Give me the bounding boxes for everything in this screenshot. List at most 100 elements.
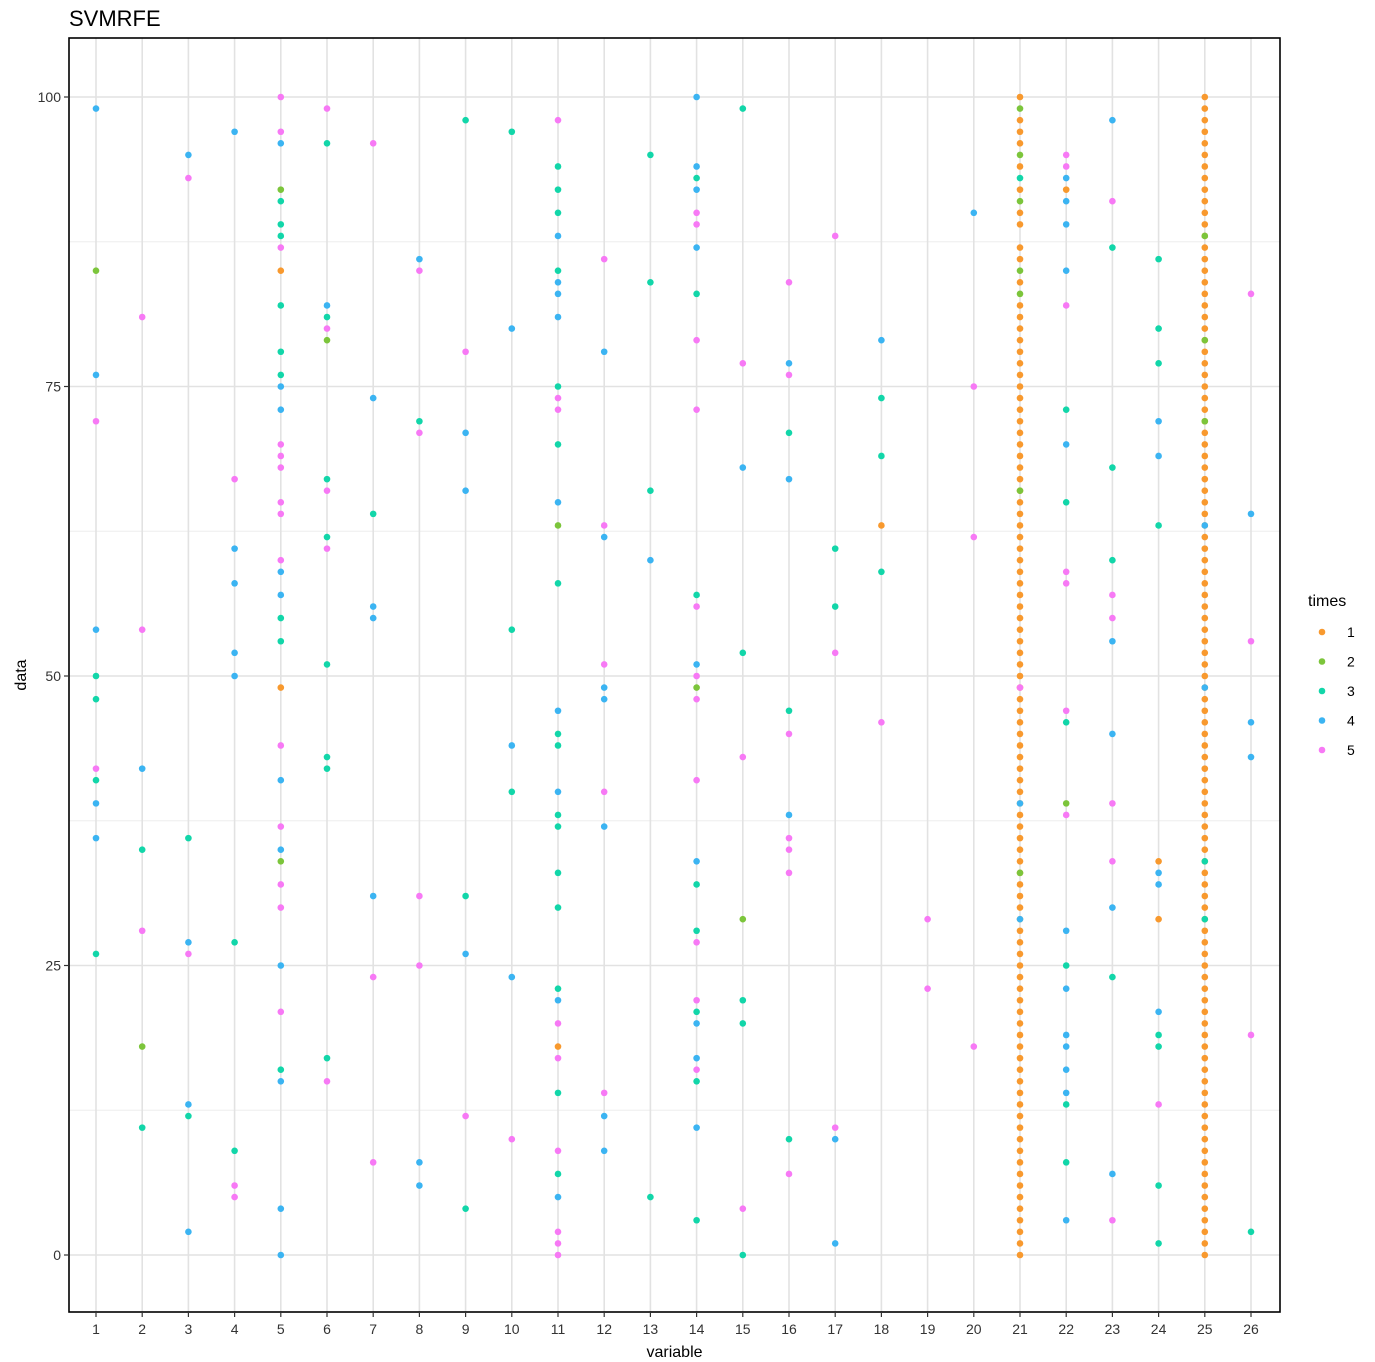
data-point xyxy=(739,105,747,112)
data-point xyxy=(277,93,285,101)
data-point xyxy=(416,267,423,275)
x-tick-label: 24 xyxy=(1151,1321,1167,1337)
data-point xyxy=(277,406,285,413)
data-point xyxy=(1016,499,1024,506)
data-point xyxy=(554,116,562,124)
data-point xyxy=(1016,684,1024,691)
data-point xyxy=(600,533,608,541)
data-point xyxy=(1016,580,1024,587)
data-point xyxy=(693,244,700,251)
data-point xyxy=(1016,1078,1024,1085)
data-point xyxy=(1062,1159,1070,1166)
data-point xyxy=(1109,556,1116,564)
data-point xyxy=(739,1251,747,1259)
data-point xyxy=(1201,904,1209,911)
data-point xyxy=(554,811,562,819)
data-point xyxy=(1016,522,1024,529)
data-point xyxy=(1201,1089,1209,1097)
legend-label: 1 xyxy=(1347,624,1355,640)
data-point xyxy=(1155,360,1162,367)
data-point xyxy=(693,186,700,193)
data-point xyxy=(1201,348,1209,356)
data-point xyxy=(277,371,285,379)
data-point xyxy=(554,1240,562,1247)
data-point xyxy=(1201,707,1209,715)
data-point xyxy=(323,336,331,344)
data-point xyxy=(1201,695,1209,703)
data-point xyxy=(785,1135,793,1143)
data-point xyxy=(924,915,931,923)
data-point xyxy=(323,545,331,552)
data-point xyxy=(554,499,562,506)
data-point xyxy=(878,394,885,402)
data-point xyxy=(369,892,377,900)
data-point xyxy=(92,105,100,112)
data-point xyxy=(462,429,469,437)
data-point xyxy=(1201,174,1209,182)
x-tick-label: 8 xyxy=(416,1321,424,1337)
data-point xyxy=(1247,1031,1255,1039)
data-point xyxy=(1201,533,1209,541)
data-point xyxy=(785,811,793,819)
data-point xyxy=(1016,244,1024,251)
x-tick-label: 18 xyxy=(874,1321,890,1337)
data-point xyxy=(323,765,331,772)
data-point xyxy=(1016,1182,1024,1189)
data-point xyxy=(693,336,700,344)
data-point xyxy=(277,464,285,471)
data-point xyxy=(416,1159,423,1166)
data-point xyxy=(785,475,793,483)
data-point xyxy=(600,255,608,263)
data-point xyxy=(416,429,423,437)
data-point xyxy=(785,429,793,437)
x-tick-label: 20 xyxy=(966,1321,982,1337)
data-points xyxy=(92,93,1255,1259)
data-point xyxy=(554,996,562,1004)
data-point xyxy=(462,1112,469,1120)
data-point xyxy=(1016,1159,1024,1166)
data-point xyxy=(1155,881,1162,888)
data-point xyxy=(1016,1135,1024,1143)
data-point xyxy=(1109,464,1116,471)
data-point xyxy=(1155,417,1162,425)
data-point xyxy=(277,823,285,830)
data-point xyxy=(554,406,562,413)
data-point xyxy=(1155,325,1162,332)
data-point xyxy=(1201,684,1209,691)
data-point xyxy=(508,128,516,136)
data-point xyxy=(1201,1135,1209,1143)
data-point xyxy=(1201,244,1209,251)
data-point xyxy=(1201,556,1209,564)
data-point xyxy=(92,267,100,275)
data-point xyxy=(1016,869,1024,877)
data-point xyxy=(1016,1112,1024,1120)
data-point xyxy=(369,394,377,402)
data-point xyxy=(1062,1066,1070,1074)
data-point xyxy=(1201,580,1209,587)
data-point xyxy=(1016,1216,1024,1224)
data-point xyxy=(831,603,839,610)
data-point xyxy=(92,765,100,772)
data-point xyxy=(1201,429,1209,437)
data-point xyxy=(508,1135,516,1143)
data-point xyxy=(323,487,331,495)
data-point xyxy=(693,684,700,691)
data-point xyxy=(554,278,562,286)
data-point xyxy=(416,962,423,969)
data-point xyxy=(785,360,793,367)
legend-key xyxy=(1318,628,1326,636)
data-point xyxy=(1155,1101,1162,1108)
data-point xyxy=(92,834,100,842)
data-point xyxy=(1201,626,1209,633)
data-point xyxy=(1201,591,1209,599)
data-point xyxy=(693,672,700,680)
x-tick-label: 14 xyxy=(689,1321,705,1337)
data-point xyxy=(693,209,700,217)
data-point xyxy=(554,1251,562,1259)
data-point xyxy=(1016,1020,1024,1027)
data-point xyxy=(1062,163,1070,170)
data-point xyxy=(785,730,793,738)
data-point xyxy=(323,105,331,112)
data-point xyxy=(1201,232,1209,240)
data-point xyxy=(1201,823,1209,830)
